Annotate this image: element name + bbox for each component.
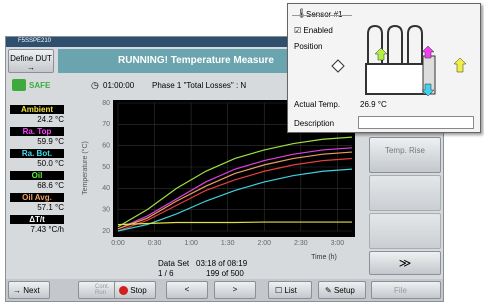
- x-tick-label: 1:00: [184, 240, 198, 247]
- page: F5SSPE210 Define DUT→ RUNNING! Temperatu…: [0, 0, 484, 305]
- sensor-popup: 🌡 Sensor #1 ☑ Enabled Position Actual Te…: [287, 3, 481, 133]
- y-tick-label: 80: [102, 100, 110, 107]
- x-tick-label: 0:30: [148, 240, 162, 247]
- x-tick-label: 3:00: [331, 240, 345, 247]
- y-tick-label: 30: [102, 207, 110, 214]
- actual-temp-label: Actual Temp.: [294, 100, 340, 109]
- y-tick-label: 50: [102, 164, 110, 171]
- y-tick-label: 40: [102, 185, 110, 192]
- x-tick-label: 1:30: [221, 240, 235, 247]
- y-tick-label: 70: [102, 121, 110, 128]
- y-axis-label: Temperature (°C): [81, 141, 89, 195]
- x-tick-label: 2:00: [257, 240, 271, 247]
- y-tick-label: 20: [102, 228, 110, 235]
- x-tick-label: 0:00: [111, 240, 125, 247]
- y-tick-label: 60: [102, 143, 110, 150]
- description-label: Description: [294, 119, 334, 128]
- actual-temp-value: 26.9 °C: [360, 100, 387, 109]
- x-axis-label: Time (h): [311, 254, 337, 261]
- description-input[interactable]: [358, 116, 474, 129]
- x-tick-label: 2:30: [294, 240, 308, 247]
- position-diagram: [288, 4, 480, 104]
